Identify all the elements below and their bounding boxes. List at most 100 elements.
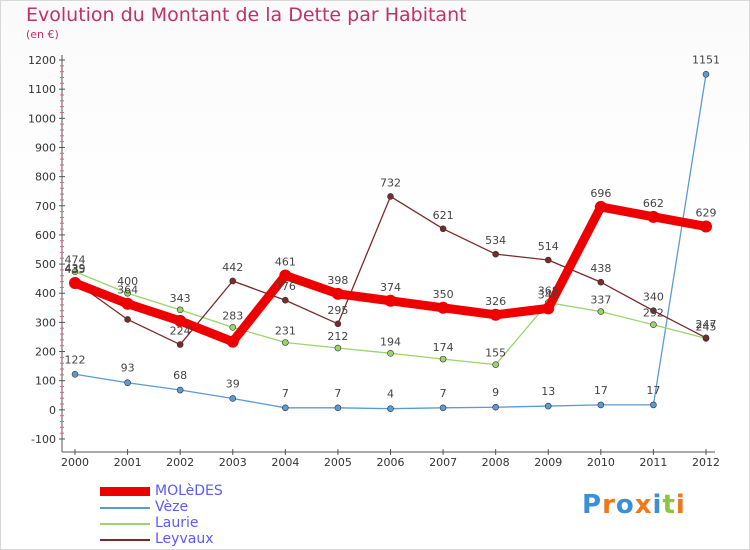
- data-label-veze: 7: [440, 387, 447, 400]
- y-tick-label: 400: [35, 287, 56, 300]
- data-point-veze: [71, 370, 79, 378]
- legend-swatch-leyvaux: [100, 539, 150, 541]
- data-label-moledes: 696: [590, 187, 611, 200]
- data-point-laurie: [650, 321, 657, 329]
- data-label-moledes: 461: [275, 255, 296, 268]
- data-point-veze: [439, 404, 447, 412]
- x-tick-label: 2005: [324, 456, 352, 469]
- y-tick-label: 500: [35, 258, 56, 271]
- data-label-veze: 17: [646, 384, 660, 397]
- x-tick-label: 2006: [377, 456, 405, 469]
- x-tick-label: 2001: [114, 456, 142, 469]
- data-label-leyvaux: 439: [65, 262, 86, 275]
- y-tick-label: 700: [35, 200, 56, 213]
- data-point-leyvaux: [544, 256, 552, 264]
- data-label-laurie: 212: [327, 330, 348, 343]
- data-label-veze: 68: [173, 369, 187, 382]
- data-point-laurie: [282, 339, 289, 346]
- series-line-veze: [74, 73, 707, 410]
- logo-letter: r: [602, 490, 616, 520]
- data-label-laurie: 194: [380, 335, 401, 348]
- data-point-leyvaux: [176, 341, 184, 348]
- data-point-moledes: [437, 301, 450, 314]
- data-point-veze: [229, 395, 237, 402]
- data-label-moledes: 374: [380, 281, 401, 294]
- data-point-veze: [650, 401, 657, 409]
- data-point-moledes: [226, 335, 239, 348]
- data-label-moledes: 350: [433, 288, 454, 301]
- legend-swatch-veze: [100, 507, 150, 509]
- data-point-veze: [387, 405, 394, 412]
- x-tick-label: 2002: [166, 456, 194, 469]
- data-label-veze: 122: [65, 353, 86, 366]
- data-label-laurie: 292: [643, 307, 664, 320]
- data-label-leyvaux: 247: [696, 318, 717, 331]
- data-point-leyvaux: [387, 193, 394, 200]
- y-tick-label: 300: [35, 316, 56, 329]
- data-label-leyvaux: 621: [433, 209, 454, 222]
- data-point-veze: [176, 386, 184, 394]
- data-point-moledes: [174, 314, 187, 327]
- x-tick-label: 2004: [271, 456, 299, 469]
- data-point-moledes: [542, 302, 555, 315]
- series-line-moledes: [70, 202, 711, 347]
- data-label-veze: 9: [492, 386, 499, 399]
- data-label-veze: 7: [334, 387, 341, 400]
- data-label-moledes: 364: [117, 284, 138, 297]
- data-point-veze: [492, 403, 499, 411]
- chart-title: Evolution du Montant de la Dette par Hab…: [26, 4, 467, 26]
- data-point-leyvaux: [597, 278, 605, 286]
- x-tick-label: 2011: [639, 456, 667, 469]
- logo-letter: x: [634, 490, 653, 520]
- legend-swatch-moledes: [100, 487, 150, 496]
- data-point-laurie: [71, 268, 79, 275]
- proxiti-logo: Proxiti: [582, 490, 686, 520]
- data-point-moledes: [594, 200, 607, 213]
- legend-label-leyvaux: Leyvaux: [155, 531, 214, 547]
- logo-letter: i: [652, 490, 663, 520]
- data-label-veze: 13: [541, 385, 555, 398]
- data-label-veze: 7: [282, 387, 289, 400]
- data-label-leyvaux: 514: [538, 240, 559, 253]
- y-tick-label: -100: [31, 433, 56, 446]
- legend-label-veze: Vèze: [155, 499, 189, 515]
- data-label-laurie: 400: [117, 275, 138, 288]
- y-tick-label: 800: [35, 171, 56, 184]
- x-tick-label: 2009: [534, 456, 562, 469]
- data-label-laurie: 474: [65, 254, 86, 267]
- data-label-leyvaux: 534: [485, 234, 506, 247]
- data-label-leyvaux: 438: [590, 262, 611, 275]
- data-label-veze: 4: [387, 388, 394, 401]
- data-point-veze: [702, 70, 710, 78]
- data-point-moledes: [384, 294, 397, 307]
- data-label-laurie: 343: [170, 292, 191, 305]
- data-point-laurie: [229, 324, 237, 331]
- data-label-laurie: 245: [696, 320, 717, 333]
- data-point-moledes: [700, 220, 712, 233]
- data-label-leyvaux: 340: [643, 291, 664, 304]
- legend-label-moledes: MOLèDES: [155, 483, 223, 499]
- data-label-leyvaux: 732: [380, 176, 401, 189]
- data-label-veze: 17: [594, 384, 608, 397]
- data-label-moledes: 662: [643, 197, 664, 210]
- data-point-laurie: [439, 355, 447, 363]
- x-tick-label: 2008: [482, 456, 510, 469]
- y-tick-label: 100: [35, 375, 56, 388]
- data-point-moledes: [69, 277, 81, 290]
- data-label-laurie: 231: [275, 325, 296, 338]
- data-point-laurie: [124, 289, 131, 297]
- data-label-leyvaux: 376: [275, 280, 296, 293]
- data-point-leyvaux: [282, 296, 289, 304]
- data-label-veze: 93: [121, 362, 135, 375]
- data-label-laurie: 174: [433, 341, 454, 354]
- legend-label-laurie: Laurie: [155, 515, 199, 531]
- data-point-veze: [544, 402, 552, 410]
- y-tick-label: 200: [35, 346, 56, 359]
- data-label-laurie: 368: [538, 285, 559, 298]
- data-point-laurie: [334, 344, 342, 352]
- data-point-veze: [282, 404, 289, 412]
- data-point-leyvaux: [124, 316, 131, 323]
- logo-letter: o: [615, 490, 635, 520]
